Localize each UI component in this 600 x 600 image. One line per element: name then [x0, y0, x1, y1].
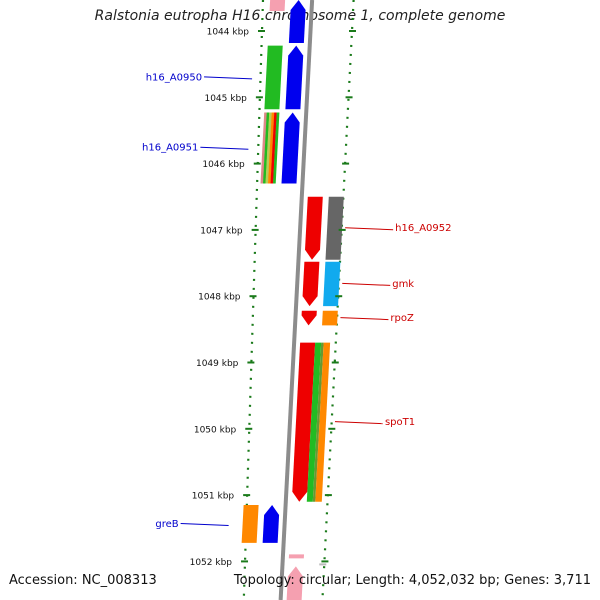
- red-cds-rpoz: [301, 310, 317, 326]
- gene-label-leader: [342, 282, 391, 286]
- pink-feature-bottom: [288, 554, 305, 559]
- ruler-tick-label: 1044 kbp: [207, 28, 250, 38]
- h16-a0951-band: [272, 112, 280, 184]
- gene-label-spot1[interactable]: spoT1: [385, 417, 415, 428]
- ruler-tick-label: 1052 kbp: [190, 558, 233, 568]
- feature-tracks: [241, 0, 344, 600]
- gene-label-h16-a0952[interactable]: h16_A0952: [395, 223, 451, 234]
- ruler-tick-label: 1049 kbp: [196, 359, 239, 369]
- orange-gene-greb: [241, 505, 259, 543]
- gene-label-leader: [200, 146, 249, 150]
- gene-label-gmk[interactable]: gmk: [392, 279, 414, 290]
- h16-a0951-band: [270, 112, 277, 184]
- accession-text: Accession: NC_008313: [9, 573, 157, 588]
- green-gene-h16-a0950: [264, 45, 283, 110]
- genome-summary-text: Topology: circular; Length: 4,052,032 bp…: [233, 573, 591, 588]
- orange-band-spot1: [315, 342, 331, 502]
- pink-cds-bottom: [286, 566, 303, 600]
- ruler-tick-label: 1048 kbp: [198, 293, 241, 303]
- olive-band-spot1: [312, 342, 324, 502]
- gene-label-h16-a0950[interactable]: h16_A0950: [146, 72, 202, 83]
- green-band-spot1: [306, 342, 322, 502]
- ruler-tick-label: 1047 kbp: [200, 226, 243, 236]
- gray-gene-h16-a0952: [325, 196, 344, 260]
- orange-gene-rpoz: [322, 310, 338, 326]
- chromosome-backbone: [278, 0, 315, 600]
- gene-label-greb[interactable]: greB: [155, 519, 178, 530]
- blue-cds-greb: [262, 505, 280, 543]
- ruler-tick-label: 1045 kbp: [204, 94, 247, 104]
- gene-label-leader: [180, 522, 229, 526]
- blue-cds-h16-a0950: [285, 45, 304, 110]
- h16-a0951-band: [267, 112, 275, 184]
- blue-cds-h16-a0951: [281, 112, 300, 184]
- pink-feature-top: [269, 0, 286, 11]
- ruler-dotted-line-right: [321, 0, 355, 600]
- ruler-dotted-lines: [242, 0, 355, 600]
- ruler-tick-label: 1051 kbp: [192, 492, 235, 502]
- cyan-gene-gmk: [323, 261, 341, 307]
- gene-label-leader: [345, 227, 394, 231]
- kbp-ruler: 1044 kbp 1045 kbp 1046 kbp 1047 kbp 1048 kbp…: [190, 28, 356, 568]
- red-cds-gmk: [302, 261, 320, 307]
- backbone-line: [278, 0, 315, 600]
- red-cds-h16-a0952: [305, 196, 323, 260]
- gene-label-leader: [204, 76, 253, 80]
- gene-label-rpoz[interactable]: rpoZ: [390, 313, 414, 324]
- ruler-tick-label: 1050 kbp: [194, 425, 237, 435]
- h16-a0951-band: [262, 112, 270, 184]
- red-cds-spot1: [292, 342, 316, 502]
- h16-a0951-band: [265, 112, 272, 184]
- ruler-tick-label: 1046 kbp: [202, 160, 245, 170]
- gene-label-leader: [340, 317, 389, 321]
- h16-a0951-band: [260, 112, 267, 184]
- gene-label-h16-a0951[interactable]: h16_A0951: [142, 143, 198, 154]
- gene-label-leader: [334, 421, 383, 425]
- ruler-dotted-line-left: [242, 0, 265, 600]
- blue-cds-top: [288, 0, 306, 43]
